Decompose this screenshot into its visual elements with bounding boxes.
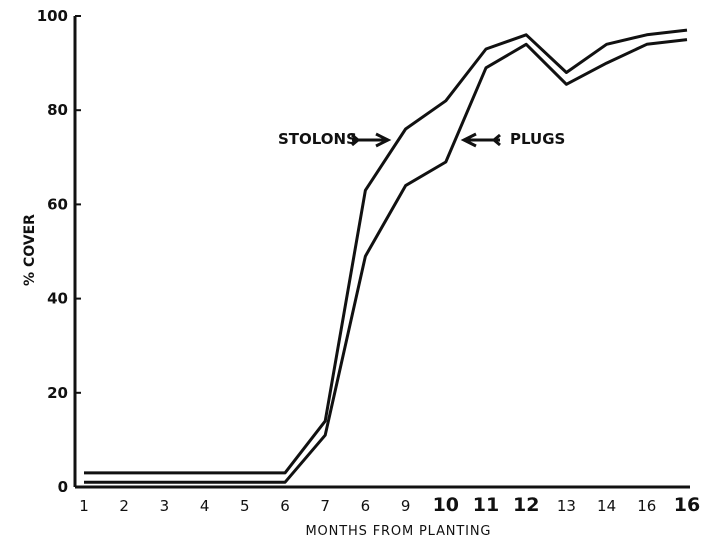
x-tick-label: 14	[597, 497, 616, 515]
x-tick-label: 12	[513, 494, 539, 516]
legend-stolons-label: STOLONS	[278, 130, 357, 148]
x-axis-label: MONTHS FROM PLANTING	[306, 524, 491, 539]
x-tick-label: 16	[637, 497, 656, 515]
series-group	[84, 28, 688, 484]
x-tick-label: 6	[280, 497, 290, 515]
x-tick-label: 5	[240, 497, 250, 515]
series-line-stolons	[84, 28, 688, 475]
x-tick-label: 6	[361, 497, 371, 515]
x-tick-label: 4	[200, 497, 210, 515]
y-tick-label: 100	[37, 7, 68, 25]
y-tick-label: 60	[47, 195, 68, 213]
y-axis-label: % COVER	[22, 214, 38, 286]
x-tick-label: 7	[320, 497, 330, 515]
legend-plugs: PLUGS	[460, 130, 565, 148]
arrow-left-icon	[460, 132, 501, 148]
legend-stolons: STOLONS	[278, 130, 392, 148]
x-tick-label: 2	[119, 497, 129, 515]
series-line-plugs	[84, 38, 688, 484]
x-tick-label: 11	[473, 494, 499, 516]
arrow-right-icon	[351, 132, 392, 148]
x-tick-label: 16	[674, 494, 700, 516]
legend-plugs-label: PLUGS	[510, 130, 565, 148]
x-tick-group: 1 2 3 4 5 6 7 6 9 10 11 12 13 14 16 16	[79, 494, 700, 516]
x-tick-label: 9	[401, 497, 411, 515]
y-tick-label: 0	[58, 478, 68, 496]
x-tick-label: 3	[160, 497, 170, 515]
y-tick-label: 80	[47, 101, 68, 119]
x-tick-label: 1	[79, 497, 89, 515]
y-tick-group: 0 20 40 60 80 100	[37, 7, 81, 496]
y-tick-label: 40	[47, 290, 68, 308]
y-tick-label: 20	[47, 384, 68, 402]
x-tick-label: 10	[433, 494, 459, 516]
x-tick-label: 13	[557, 497, 576, 515]
